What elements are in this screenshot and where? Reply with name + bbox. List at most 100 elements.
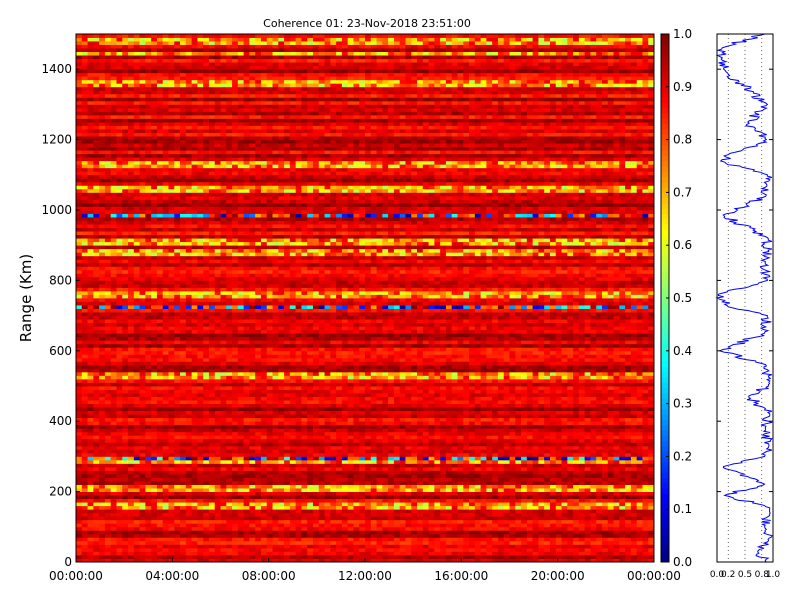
heatmap-cell xyxy=(469,537,476,542)
heatmap-cell xyxy=(607,393,614,397)
heatmap-cell xyxy=(538,386,545,390)
heatmap-cell xyxy=(87,403,94,408)
heatmap-cell xyxy=(630,547,638,552)
heatmap-cell xyxy=(405,424,412,429)
heatmap-cell xyxy=(318,495,325,500)
heatmap-cell xyxy=(451,502,458,507)
heatmap-cell xyxy=(76,558,83,563)
heatmap-cell xyxy=(232,410,239,415)
heatmap-cell xyxy=(630,421,638,426)
heatmap-cell xyxy=(312,410,320,415)
heatmap-cell xyxy=(145,544,152,549)
heatmap-cell xyxy=(474,523,481,528)
heatmap-cell xyxy=(549,544,557,549)
heatmap-cell xyxy=(434,530,441,535)
heatmap-cell xyxy=(636,400,643,404)
heatmap-cell xyxy=(208,414,216,419)
heatmap-cell xyxy=(497,481,505,485)
heatmap-cell xyxy=(197,509,204,514)
heatmap-cell xyxy=(220,396,227,401)
heatmap-cell xyxy=(578,470,586,475)
heatmap-cell xyxy=(555,466,562,471)
heatmap-cell xyxy=(365,463,372,468)
heatmap-cell xyxy=(584,389,591,394)
heatmap-cell xyxy=(492,547,499,552)
heatmap-cell xyxy=(457,424,464,429)
heatmap-cell xyxy=(203,523,210,528)
heatmap-cell xyxy=(544,424,551,429)
heatmap-cell xyxy=(255,516,262,521)
heatmap-cell xyxy=(376,481,383,485)
heatmap-cell xyxy=(133,558,140,563)
heatmap-cell xyxy=(133,512,140,517)
heatmap-cell xyxy=(469,547,476,552)
heatmap-cell xyxy=(191,414,198,419)
heatmap-cell xyxy=(417,484,424,489)
heatmap-cell xyxy=(214,540,221,545)
heatmap-cell xyxy=(515,505,522,510)
heatmap-cell xyxy=(411,505,418,510)
heatmap-cell xyxy=(630,502,638,507)
heatmap-cell xyxy=(578,554,586,559)
heatmap-cell xyxy=(307,523,314,528)
heatmap-cell xyxy=(87,509,94,514)
heatmap-cell xyxy=(417,537,424,542)
heatmap-cell xyxy=(249,456,256,461)
heatmap-cell xyxy=(607,498,614,503)
heatmap-cell xyxy=(648,477,655,482)
heatmap-cell xyxy=(185,523,192,528)
heatmap-cell xyxy=(636,466,643,471)
heatmap-cell xyxy=(116,558,123,563)
heatmap-cell xyxy=(636,435,643,440)
heatmap-cell xyxy=(515,456,522,461)
heatmap-cell xyxy=(266,431,273,436)
heatmap-cell xyxy=(417,459,424,464)
heatmap-cell xyxy=(573,466,580,471)
heatmap-cell xyxy=(573,523,580,528)
heatmap-cell xyxy=(151,463,158,468)
heatmap-cell xyxy=(307,459,314,464)
heatmap-cell xyxy=(312,537,320,542)
heatmap-cell xyxy=(503,488,510,492)
heatmap-cell xyxy=(180,445,187,450)
heatmap-cell xyxy=(116,449,123,454)
heatmap-cell xyxy=(151,519,158,524)
heatmap-cell xyxy=(474,421,481,426)
heatmap-cell xyxy=(336,403,343,408)
heatmap-cell xyxy=(220,505,227,510)
heatmap-cell xyxy=(226,428,233,433)
heatmap-cell xyxy=(87,428,94,433)
heatmap-cell xyxy=(619,417,626,422)
heatmap-cell xyxy=(180,498,187,503)
heatmap-cell xyxy=(411,445,418,450)
heatmap-cell xyxy=(289,481,297,485)
heatmap-cell xyxy=(607,516,614,521)
heatmap-cell xyxy=(203,403,210,408)
heatmap-cell xyxy=(561,533,568,538)
heatmap-cell xyxy=(156,533,164,538)
heatmap-cell xyxy=(243,431,250,436)
heatmap-cell xyxy=(607,484,614,489)
heatmap-cell xyxy=(636,456,643,461)
heatmap-cell xyxy=(538,417,545,422)
heatmap-cell xyxy=(266,414,273,419)
heatmap-cell xyxy=(648,530,655,535)
heatmap-cell xyxy=(526,393,534,397)
heatmap-cell xyxy=(619,547,626,552)
heatmap-cell xyxy=(365,498,372,503)
heatmap-cell xyxy=(214,414,221,419)
heatmap-cell xyxy=(370,431,377,436)
heatmap-cell xyxy=(590,393,597,397)
heatmap-cell xyxy=(214,449,221,454)
heatmap-cell xyxy=(76,526,83,531)
heatmap-cell xyxy=(295,396,302,401)
heatmap-cell xyxy=(382,498,389,503)
heatmap-cell xyxy=(434,498,441,503)
heatmap-cell xyxy=(162,452,169,457)
heatmap-cell xyxy=(561,456,568,461)
heatmap-cell xyxy=(521,470,528,475)
heatmap-cell xyxy=(434,466,441,471)
heatmap-cell xyxy=(180,410,187,415)
heatmap-cell xyxy=(607,466,614,471)
heatmap-cell xyxy=(324,551,331,556)
